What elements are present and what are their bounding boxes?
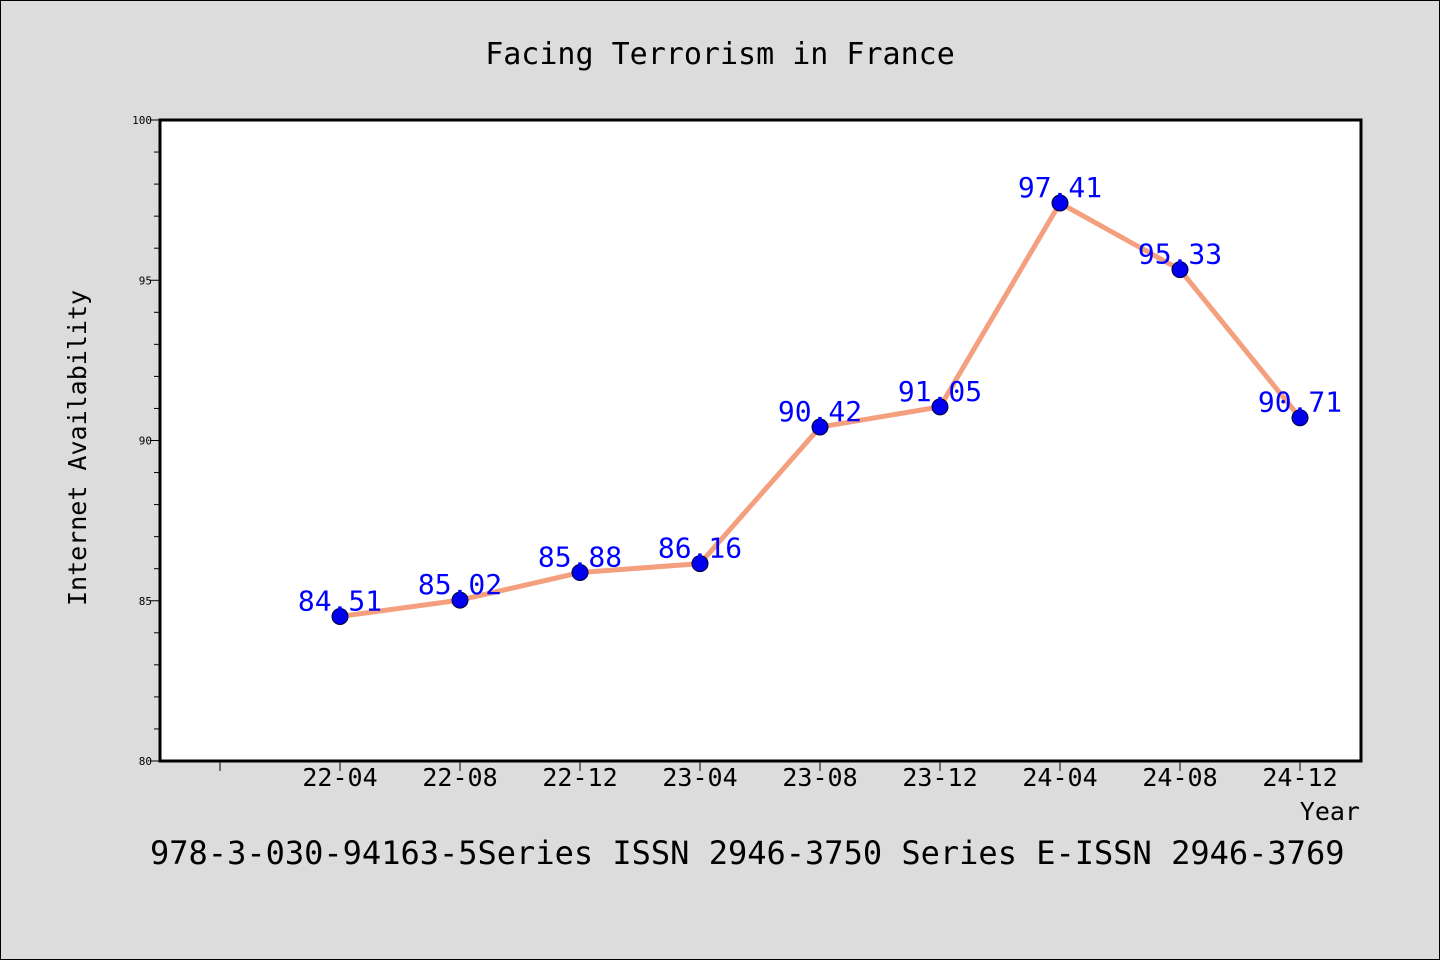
chart-title: Facing Terrorism in France [485, 37, 955, 72]
x-axis-label: Year [1300, 797, 1360, 826]
data-label: 85.02 [418, 568, 502, 601]
data-label: 91.05 [898, 375, 982, 408]
data-point [451, 591, 469, 609]
x-axis: 22-04 22-08 22-12 23-04 23-08 23-12 24-04 24-08… [219, 761, 1338, 792]
data-label: 85.88 [538, 541, 622, 574]
x-tick-label: 23-12 [902, 763, 977, 792]
data-label: 95.33 [1138, 238, 1222, 271]
x-tick-label: 23-04 [662, 763, 737, 792]
data-point [1051, 194, 1069, 212]
data-point [691, 555, 709, 573]
x-tick-label: 24-12 [1262, 763, 1337, 792]
data-label: 84.51 [298, 584, 382, 617]
y-tick-label: 80 [139, 755, 152, 768]
data-point [331, 607, 349, 625]
data-point [931, 398, 949, 416]
data-point [1291, 409, 1309, 427]
x-tick-label: 22-08 [422, 763, 497, 792]
y-tick-label: 90 [139, 435, 152, 448]
y-axis: 80 85 90 95 100 [132, 114, 160, 768]
data-label: 86.16 [658, 532, 742, 565]
y-tick-label: 95 [139, 274, 152, 287]
series-layer: 84.51 85.02 85.88 86.16 90.42 91.05 97.41 95.33… [298, 171, 1342, 625]
y-axis-label: Internet Availability [63, 290, 92, 606]
x-tick-label: 24-04 [1022, 763, 1097, 792]
x-tick-label: 24-08 [1142, 763, 1217, 792]
data-point [1171, 261, 1189, 279]
data-label: 90.42 [778, 395, 862, 428]
data-label: 97.41 [1018, 171, 1102, 204]
footer-text: 978-3-030-94163-5Series ISSN 2946-3750 S… [150, 834, 1344, 872]
data-point [571, 564, 589, 582]
x-tick-label: 22-04 [302, 763, 377, 792]
data-label: 90.71 [1258, 386, 1342, 419]
y-tick-label: 85 [139, 595, 152, 608]
data-point [811, 418, 829, 436]
y-tick-label: 100 [132, 114, 152, 127]
x-tick-label: 23-08 [782, 763, 857, 792]
plot-area [158, 118, 1363, 763]
x-tick-label: 22-12 [542, 763, 617, 792]
